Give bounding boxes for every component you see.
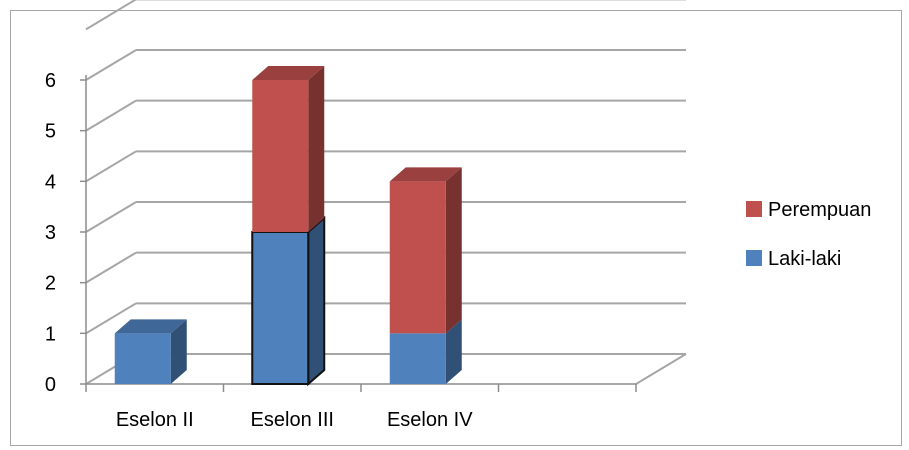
y-tick-label: 2 bbox=[45, 273, 56, 295]
axes bbox=[80, 75, 637, 392]
bar-eselon-ii-laki-laki bbox=[114, 333, 171, 384]
y-tick-label: 1 bbox=[45, 323, 56, 345]
legend-label: Perempuan bbox=[768, 199, 871, 221]
bar-eselon-ii-laki-laki-side bbox=[170, 319, 187, 384]
floor-right-edge bbox=[635, 353, 687, 385]
legend: Perempuan Laki-laki bbox=[746, 199, 871, 270]
legend-swatch bbox=[746, 250, 762, 266]
y-tick-label: 0 bbox=[45, 374, 56, 396]
bar-eselon-iv-perempuan-top bbox=[389, 167, 462, 182]
bar-eselon-iii-laki-laki bbox=[251, 231, 310, 385]
legend-swatch bbox=[746, 201, 762, 217]
y-tick-label: 5 bbox=[45, 121, 56, 143]
bar-eselon-ii-laki-laki-top bbox=[114, 319, 187, 334]
y-tick-label: 4 bbox=[45, 171, 56, 193]
gridline-side-1 bbox=[85, 302, 137, 335]
bar-eselon-iii-perempuan bbox=[252, 80, 309, 232]
legend-label: Laki-laki bbox=[768, 248, 841, 270]
gridline-side-top bbox=[85, 0, 137, 31]
gridline-side-5 bbox=[85, 99, 137, 132]
gridline-side-3 bbox=[85, 201, 137, 233]
axis-labels: 0 1 2 3 4 5 6 Eselon II Eselon III Eselon IV bbox=[45, 70, 473, 431]
gridline-side-6 bbox=[85, 49, 137, 81]
gridline-side-4 bbox=[85, 150, 137, 183]
bar-eselon-iv-laki-laki-side bbox=[445, 319, 462, 384]
y-tick-label: 3 bbox=[45, 222, 56, 244]
bar-eselon-iv-laki-laki bbox=[389, 333, 446, 384]
bar-eselon-iv-perempuan-side bbox=[445, 167, 462, 334]
gridlines bbox=[85, 0, 687, 385]
x-category-label: Eselon III bbox=[251, 409, 334, 431]
bar-eselon-iii-perempuan-top bbox=[252, 66, 325, 80]
bar-eselon-iv-perempuan bbox=[389, 181, 446, 334]
gridline-side-2 bbox=[85, 251, 137, 284]
bar-eselon-iii-laki-laki-side bbox=[307, 215, 326, 387]
bar-eselon-iii-perempuan-side bbox=[308, 66, 325, 232]
y-tick-label: 6 bbox=[45, 70, 56, 92]
bars bbox=[114, 66, 462, 387]
x-category-label: Eselon II bbox=[116, 409, 194, 431]
x-category-label: Eselon IV bbox=[387, 409, 473, 431]
